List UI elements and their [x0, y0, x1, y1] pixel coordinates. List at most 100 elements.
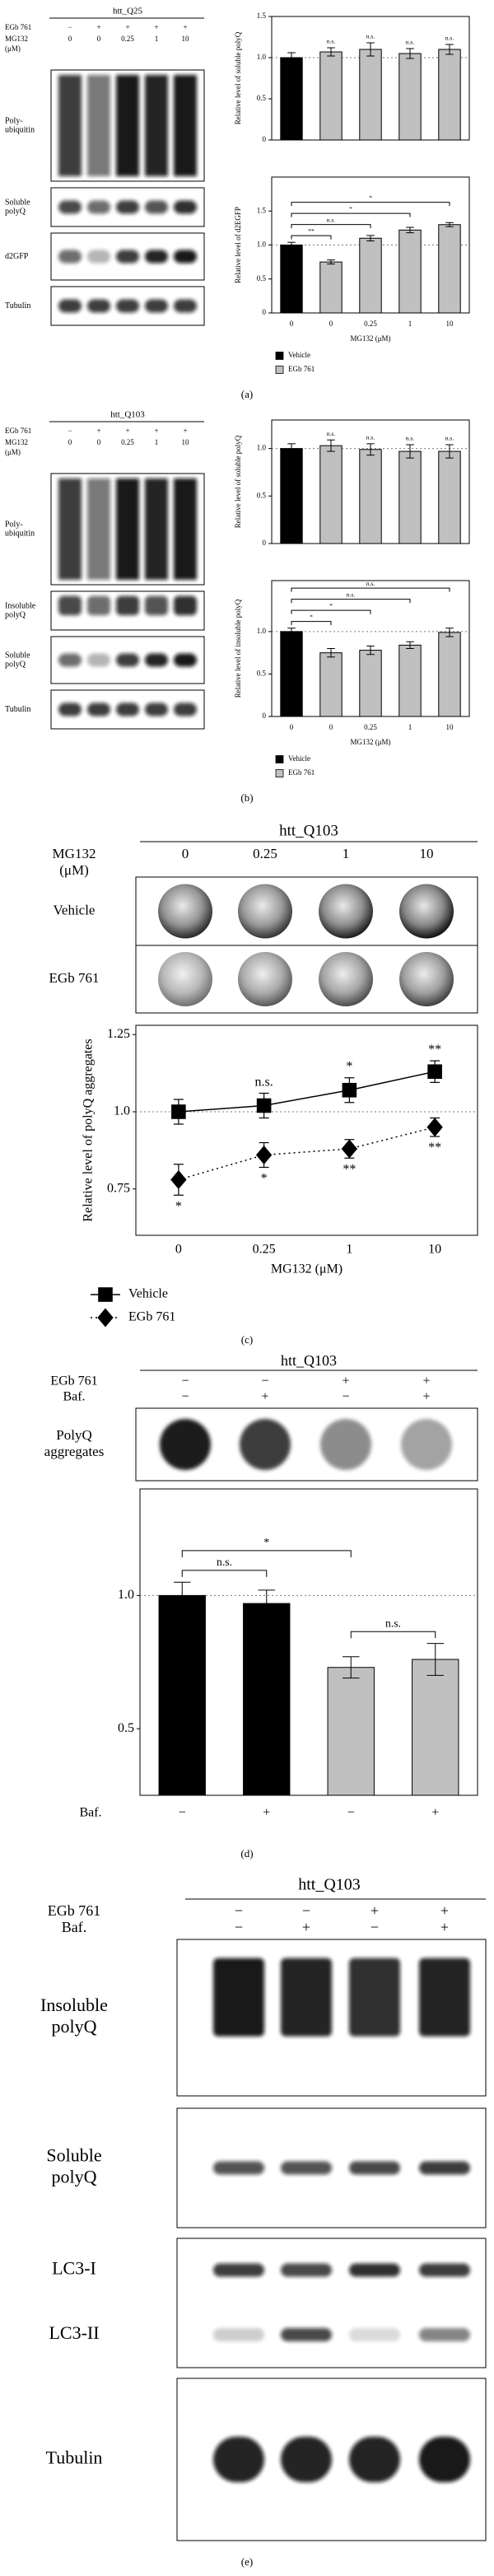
bracket [291, 212, 411, 217]
dot [320, 1419, 371, 1470]
condition-label: Baf. [63, 1390, 85, 1404]
lane-label: − [342, 1390, 349, 1404]
bar [319, 261, 343, 314]
significance-label: * [349, 205, 352, 212]
dot [399, 952, 454, 1006]
band [419, 2263, 470, 2277]
band [174, 702, 197, 716]
band [281, 2328, 332, 2341]
significance-label: n.s. [366, 580, 375, 587]
lane-label: + [96, 23, 100, 31]
x-tick-label: 1 [408, 723, 412, 731]
condition-label: (μM) [5, 44, 21, 53]
significance-label: n.s. [366, 33, 375, 40]
bar [359, 237, 382, 314]
significance-label: n.s. [255, 1075, 273, 1089]
condition-label: (μM) [5, 448, 21, 456]
legend-label: Vehicle [128, 1287, 168, 1301]
x-tick-label: 10 [446, 320, 454, 328]
band [213, 2436, 264, 2483]
row-label: Vehicle [54, 902, 96, 917]
bracket [291, 224, 371, 229]
lane-label: 0.25 [121, 438, 134, 446]
legend-marker [98, 1287, 113, 1302]
x-tick-label: 10 [446, 723, 454, 731]
condition-label: MG132 [5, 35, 28, 43]
y-axis-label: Relative level of soluble polyQ [234, 435, 242, 528]
y-axis-label: Relative level of d2EGFP [234, 207, 242, 283]
y-tick-label: 0.5 [257, 491, 267, 499]
dot [238, 952, 292, 1006]
band [116, 75, 139, 176]
bar [280, 245, 303, 314]
band [145, 702, 168, 716]
y-tick-label: 1.0 [257, 240, 267, 249]
significance-label: n.s. [327, 38, 336, 45]
row-label: Soluble [5, 651, 30, 660]
legend-swatch [275, 755, 284, 763]
bar [438, 632, 461, 717]
bracket [181, 1570, 268, 1577]
condition-label: MG132 [5, 438, 28, 446]
band [145, 250, 168, 264]
lane-label: + [440, 1919, 449, 1935]
band [87, 200, 110, 214]
legend-label: EGb 761 [288, 365, 315, 373]
significance-label: * [346, 1060, 352, 1074]
row-label: Tubulin [46, 2448, 103, 2468]
dot [399, 884, 454, 939]
bar [359, 449, 382, 544]
row-label: polyQ [5, 660, 26, 669]
row-label: polyQ [5, 207, 26, 216]
bar [327, 1667, 375, 1796]
band [213, 2263, 264, 2277]
lane-label: 0 [97, 438, 101, 446]
legend-label: Vehicle [288, 351, 310, 359]
lane-label: 0 [182, 846, 189, 861]
band [87, 702, 110, 716]
marker [342, 1082, 357, 1098]
band [213, 1958, 264, 2037]
x-axis-label: MG132 (μM) [350, 334, 390, 343]
significance-label: * [369, 194, 372, 201]
dot [158, 884, 212, 939]
band [145, 478, 168, 580]
significance-label: * [329, 602, 333, 609]
x-tick-label: 0.25 [364, 320, 377, 328]
significance-label: n.s. [347, 590, 356, 598]
lane-label: + [342, 1374, 349, 1388]
band [174, 250, 197, 264]
dot [319, 952, 373, 1006]
row-label: polyQ [52, 2016, 97, 2037]
y-tick-label: 0 [263, 539, 267, 547]
y-axis-label: Relative level of polyQ aggregates [82, 1038, 96, 1221]
bracket [291, 587, 450, 592]
band [87, 299, 110, 313]
x-tick-label: 0.25 [364, 723, 377, 731]
significance-label: n.s. [445, 35, 454, 42]
lane-label: − [261, 1374, 268, 1388]
panel-label: (e) [241, 2555, 253, 2568]
y-tick-label: 1.25 [107, 1027, 130, 1041]
significance-label: n.s. [406, 39, 415, 46]
significance-label: * [261, 1172, 268, 1186]
band [349, 2161, 400, 2175]
band [281, 1958, 332, 2037]
significance-label: n.s. [445, 435, 454, 442]
row-label: polyQ [5, 610, 26, 619]
row-label: Tubulin [5, 301, 30, 310]
x-tick-label: 0 [175, 1243, 182, 1257]
row-label: EGb 761 [49, 970, 100, 986]
lane-label: + [422, 1374, 430, 1388]
condition-label: EGb 761 [50, 1374, 97, 1388]
bar [359, 49, 382, 141]
significance-label: * [175, 1199, 182, 1213]
significance-label: * [263, 1536, 269, 1548]
band [145, 75, 168, 176]
lane-label: − [370, 1919, 379, 1935]
x-tick-label: 10 [428, 1243, 441, 1257]
band [281, 2161, 332, 2175]
row-label: Soluble [5, 198, 30, 207]
lane-label: 0.25 [121, 35, 134, 43]
